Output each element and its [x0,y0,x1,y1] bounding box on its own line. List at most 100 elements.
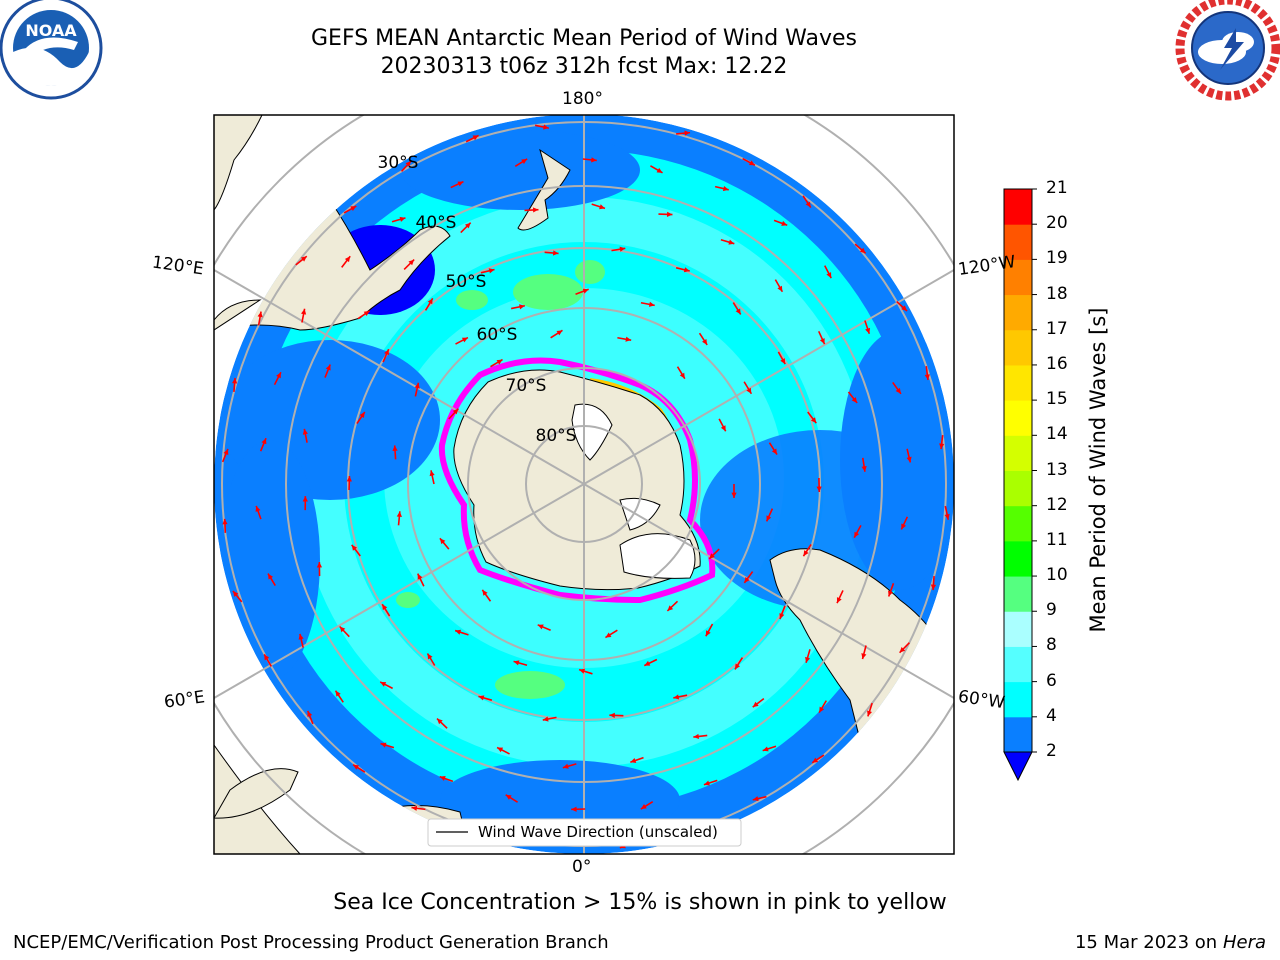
wind-wave-arrow-head [537,624,544,630]
wind-wave-arrow-head [722,186,729,192]
wind-wave-arrow-head [414,382,420,389]
wind-wave-arrow-head [519,304,525,310]
colorbar-segment [1004,576,1032,612]
wind-wave-arrow-head [339,626,346,633]
noaa-logo-text: NOAA [25,21,77,40]
colorbar-tick-label: 21 [1046,178,1068,198]
wind-wave-arrow-head [752,701,759,708]
wind-wave-arrow-head [392,445,398,451]
wind-wave-arrow-head [599,204,606,210]
wind-wave-arrow-head [455,629,462,635]
wind-wave-arrow-head [673,694,680,700]
wind-wave-arrow-head [644,660,651,666]
wind-wave-arrow-head [298,633,304,640]
wind-wave-arrow-head [264,654,270,661]
wind-wave-arrow-head [640,803,647,810]
wind-wave-arrow-head [781,220,788,226]
colorbar-tick-label: 9 [1046,600,1057,621]
wind-wave-arrow-head [819,338,825,345]
lon-label-180: 180° [562,89,603,109]
wind-wave-arrow-head [452,408,459,415]
colorbar-tick-label: 15 [1046,389,1068,410]
wind-wave-arrow-head [861,465,867,472]
wind-wave-arrow-head [731,492,737,498]
wind-wave-arrow-head [766,515,772,522]
colorbar-segment [1004,329,1032,366]
wind-wave-arrow-head [924,374,930,380]
wind-wave-arrow-head [556,330,563,336]
wind-wave-arrow-head [709,553,715,559]
wind-wave-arrow-head [408,259,415,266]
lat-label-70s: 70°S [506,376,547,396]
wind-wave-arrow-head [405,160,412,167]
wind-wave-arrow-head [744,576,750,583]
wind-wave-arrow-head [679,372,685,379]
wind-wave-arrow-head [854,531,860,538]
colorbar-segment [1004,364,1032,401]
wind-wave-arrow-head [748,160,755,166]
wind-wave-arrow-head [746,387,752,394]
wind-wave-arrow-head [464,222,471,229]
wind-wave-arrow-head [930,584,937,591]
wind-wave-arrow-head [513,660,520,666]
wind-wave-arrow-head [380,742,387,748]
wind-wave-arrow-head [351,544,358,551]
colorbar-segment [1004,435,1032,471]
colorbar-segment [1004,470,1032,507]
wind-wave-arrow-head [302,428,308,435]
wind-wave-arrow-head [255,505,261,512]
colorbar-segment [1004,540,1032,577]
wind-wave-arrow-head [396,511,402,517]
wind-wave-arrow-head [521,158,528,165]
colorbar-segment [1004,646,1032,683]
wind-wave-arrow-head [609,712,615,718]
wind-wave-arrow-head [888,590,893,597]
wind-wave-arrow-head [350,206,357,211]
colorbar-title: Mean Period of Wind Waves [s] [1086,307,1110,633]
footer-branch: NCEP/EMC/Verification Post Processing Pr… [13,932,609,953]
wind-wave-arrow-head [382,604,388,611]
wind-wave-arrow-head [223,448,229,455]
wind-wave-arrow-head [261,438,267,445]
wind-wave-arrow-head [939,443,945,450]
wind-wave-arrow-head [906,456,912,463]
map-area: 30°S 40°S 50°S 60°S 70°S 80°S Wind Wave … [214,115,954,854]
colorbar-segment [1004,681,1032,718]
wind-wave-arrow-head [705,630,711,637]
wind-wave-arrow-head [591,157,597,163]
wind-wave-arrow-head [805,201,811,208]
wind-wave-arrow-head [257,311,263,318]
wind-wave-arrow-head [762,746,769,752]
wind-wave-arrow-head [895,387,901,394]
wind-wave-arrow-head [363,310,370,317]
colorbar-extend-arrow [1003,751,1033,782]
wind-wave-arrow-head [505,794,512,800]
wind-wave-arrow-head [735,308,741,315]
lat-label-80s: 80°S [536,426,577,446]
wind-wave-arrow-head [851,397,858,403]
wind-wave-arrow-head [630,758,637,763]
wind-wave-arrow-head [346,476,352,482]
wind-wave-arrow-head [552,250,559,256]
wind-wave-arrow-head [316,562,323,568]
wind-wave-arrow-head [232,377,238,384]
wind-wave-arrow-head [488,268,495,274]
wind-wave-arrow-head [666,211,673,217]
lat-label-40s: 40°S [416,213,457,233]
wind-wave-arrow-head [232,591,239,597]
wind-wave-arrow-head [702,338,708,345]
colorbar-segment [1004,189,1032,225]
sea-ice-note: Sea Ice Concentration > 15% is shown in … [333,890,947,915]
wind-wave-arrow-head [771,448,777,455]
wind-wave-arrow-head [648,301,655,307]
wind-wave-arrow-head [703,780,710,786]
wind-wave-arrow-head [899,646,906,653]
wind-wave-arrow-head [268,573,274,580]
graticule [214,115,954,854]
wind-wave-arrow-head [684,130,691,136]
wind-wave-arrow-head [429,470,435,477]
wind-wave-arrow-head [384,349,389,356]
wind-wave-arrow-head [542,716,549,722]
lat-label-50s: 50°S [446,272,487,292]
wind-wave-arrow-head [805,656,811,663]
